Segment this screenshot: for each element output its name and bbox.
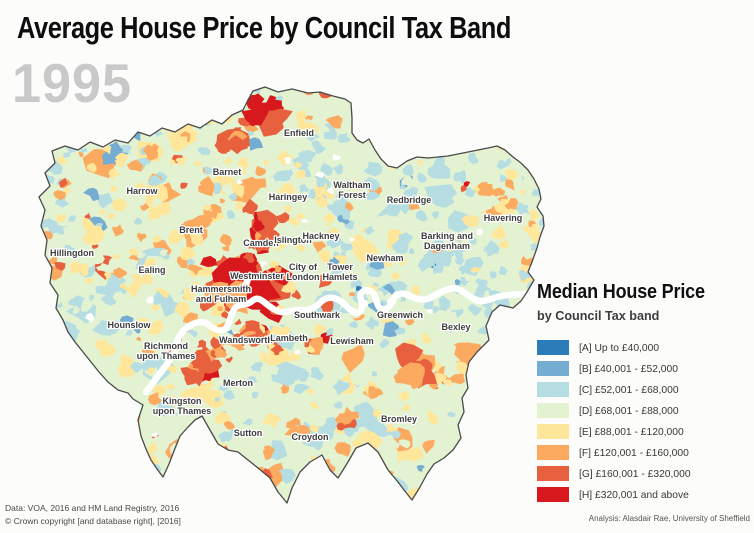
borough-label: Forest xyxy=(338,190,366,200)
legend-band-label: [B] £40,001 - £52,000 xyxy=(579,362,678,375)
greater-london-boundary xyxy=(38,86,545,504)
legend-rows: [A] Up to £40,000 [B] £40,001 - £52,000 [C… xyxy=(537,340,753,502)
legend-subtitle: by Council Tax band xyxy=(537,308,660,323)
data-source-note: Data: VOA, 2016 and HM Land Registry, 20… xyxy=(5,503,180,513)
borough-label: upon Thames xyxy=(153,406,212,416)
legend-band-label: [C] £52,001 - £68,000 xyxy=(579,383,679,396)
footer-left: Data: VOA, 2016 and HM Land Registry, 20… xyxy=(5,502,181,528)
borough-labels: Enfield Barnet Harrow Haringey WalthamForest… xyxy=(49,127,524,444)
borough-label: Merton xyxy=(223,378,253,388)
thames-river xyxy=(142,284,531,396)
legend-row: [C] £52,001 - £68,000 xyxy=(537,382,753,397)
legend-swatch-h xyxy=(537,487,569,502)
borough-label: Dagenham xyxy=(424,241,470,251)
legend-swatch-a xyxy=(537,340,569,355)
borough-label: and Fulham xyxy=(196,294,247,304)
borough-label: Richmond xyxy=(144,341,188,351)
borough-label: Sutton xyxy=(234,428,263,438)
borough-label: Croydon xyxy=(292,432,329,442)
legend-row: [F] £120,001 - £160,000 xyxy=(537,445,753,460)
legend-row: [B] £40,001 - £52,000 xyxy=(537,361,753,376)
legend-band-label: [G] £160,001 - £320,000 xyxy=(579,467,691,480)
borough-label: Tower xyxy=(327,262,353,272)
legend-swatch-c xyxy=(537,382,569,397)
borough-label: Lewisham xyxy=(330,336,374,346)
borough-label: Kingston xyxy=(163,396,202,406)
legend-swatch-d xyxy=(537,403,569,418)
legend-row: [A] Up to £40,000 xyxy=(537,340,753,355)
borough-label: Westminster xyxy=(230,271,284,281)
borough-label: Hamlets xyxy=(322,272,357,282)
legend-swatch-e xyxy=(537,424,569,439)
borough-label: Greenwich xyxy=(377,310,423,320)
legend-swatch-f xyxy=(537,445,569,460)
legend: Median House Price by Council Tax band [… xyxy=(537,281,753,502)
legend-swatch-b xyxy=(537,361,569,376)
borough-label: Wandsworth xyxy=(219,335,273,345)
borough-label: Haringey xyxy=(269,192,308,202)
borough-label: Hounslow xyxy=(108,320,152,330)
legend-band-label: [A] Up to £40,000 xyxy=(579,341,660,354)
borough-label: Brent xyxy=(179,225,203,235)
borough-label: City of xyxy=(289,262,318,272)
page-title: Average House Price by Council Tax Band xyxy=(17,10,511,45)
borough-label: Bromley xyxy=(381,414,417,424)
borough-label: Havering xyxy=(484,213,523,223)
borough-label: Islington xyxy=(274,235,312,245)
borough-label: Waltham xyxy=(333,180,370,190)
borough-label: Hillingdon xyxy=(50,248,94,258)
borough-label: Hammersmith xyxy=(191,284,251,294)
legend-band-label: [F] £120,001 - £160,000 xyxy=(579,446,689,459)
legend-title: Median House Price xyxy=(537,281,705,303)
legend-band-label: [D] £68,001 - £88,000 xyxy=(579,404,679,417)
borough-label: Newham xyxy=(366,253,403,263)
borough-label: Harrow xyxy=(126,186,158,196)
copyright-note: © Crown copyright [and database right], … xyxy=(5,515,181,526)
borough-label: Ealing xyxy=(138,265,165,275)
borough-label: London xyxy=(287,272,320,282)
borough-label: Enfield xyxy=(284,128,314,138)
borough-label: Lambeth xyxy=(270,333,308,343)
borough-label: Redbridge xyxy=(387,195,432,205)
borough-label: Southwark xyxy=(294,310,341,320)
legend-swatch-g xyxy=(537,466,569,481)
legend-row: [D] £68,001 - £88,000 xyxy=(537,403,753,418)
legend-row: [E] £88,001 - £120,000 xyxy=(537,424,753,439)
borough-label: Barking and xyxy=(421,231,473,241)
borough-label: Bexley xyxy=(441,322,470,332)
borough-label: upon Thames xyxy=(137,351,196,361)
analysis-credit: Analysis: Alasdair Rae, University of Sh… xyxy=(588,514,750,523)
borough-label: Hackney xyxy=(302,231,339,241)
legend-row: [H] £320,001 and above xyxy=(537,487,753,502)
legend-row: [G] £160,001 - £320,000 xyxy=(537,466,753,481)
choropleth-blobs xyxy=(39,87,544,503)
legend-band-label: [H] £320,001 and above xyxy=(579,488,689,501)
borough-label: Camden xyxy=(243,238,279,248)
legend-band-label: [E] £88,001 - £120,000 xyxy=(579,425,684,438)
borough-label: Barnet xyxy=(213,167,242,177)
year-label: 1995 xyxy=(12,52,133,114)
